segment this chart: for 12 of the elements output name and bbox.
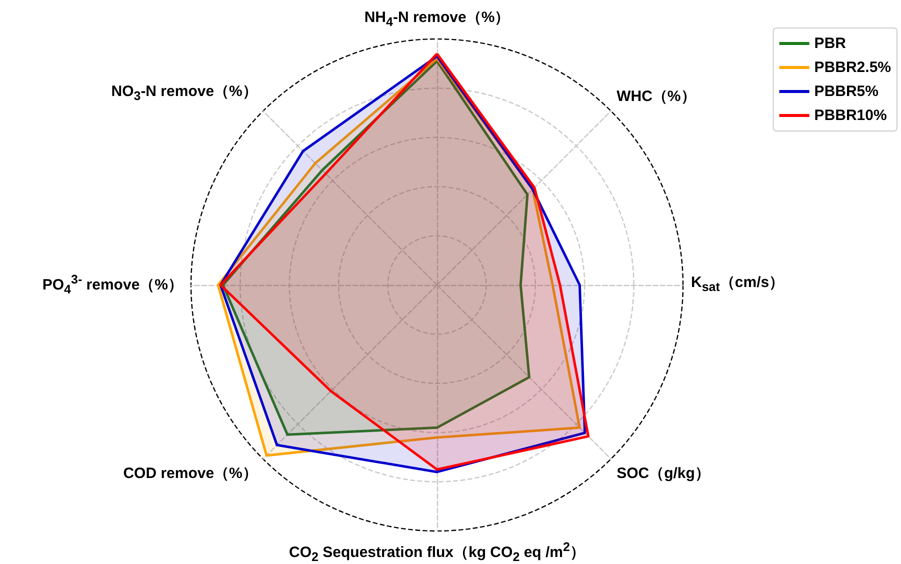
spoke-label: PO$_{4}$$^{3-}$ remove（%） (42, 272, 183, 298)
spoke-label: CO$_{2}$ Sequestration flux（kg CO$_{2}$ eq /m$^{2}$） (289, 539, 585, 564)
legend-label: PBR (814, 35, 846, 52)
legend-label: PBBR5% (814, 83, 878, 100)
spoke-label: SOC（g/kg） (616, 464, 710, 482)
spoke-label: K$_{sat}$（cm/s） (691, 274, 784, 296)
legend-label: PBBR10% (814, 107, 887, 124)
spoke-label: NO$_{3}$-N remove（%） (111, 83, 258, 106)
spoke-label: WHC（%） (616, 88, 696, 106)
legend-label: PBBR2.5% (814, 59, 892, 76)
spoke-label: COD remove（%） (123, 464, 258, 482)
spoke-label: NH$_{4}$-N remove（%） (364, 9, 510, 31)
